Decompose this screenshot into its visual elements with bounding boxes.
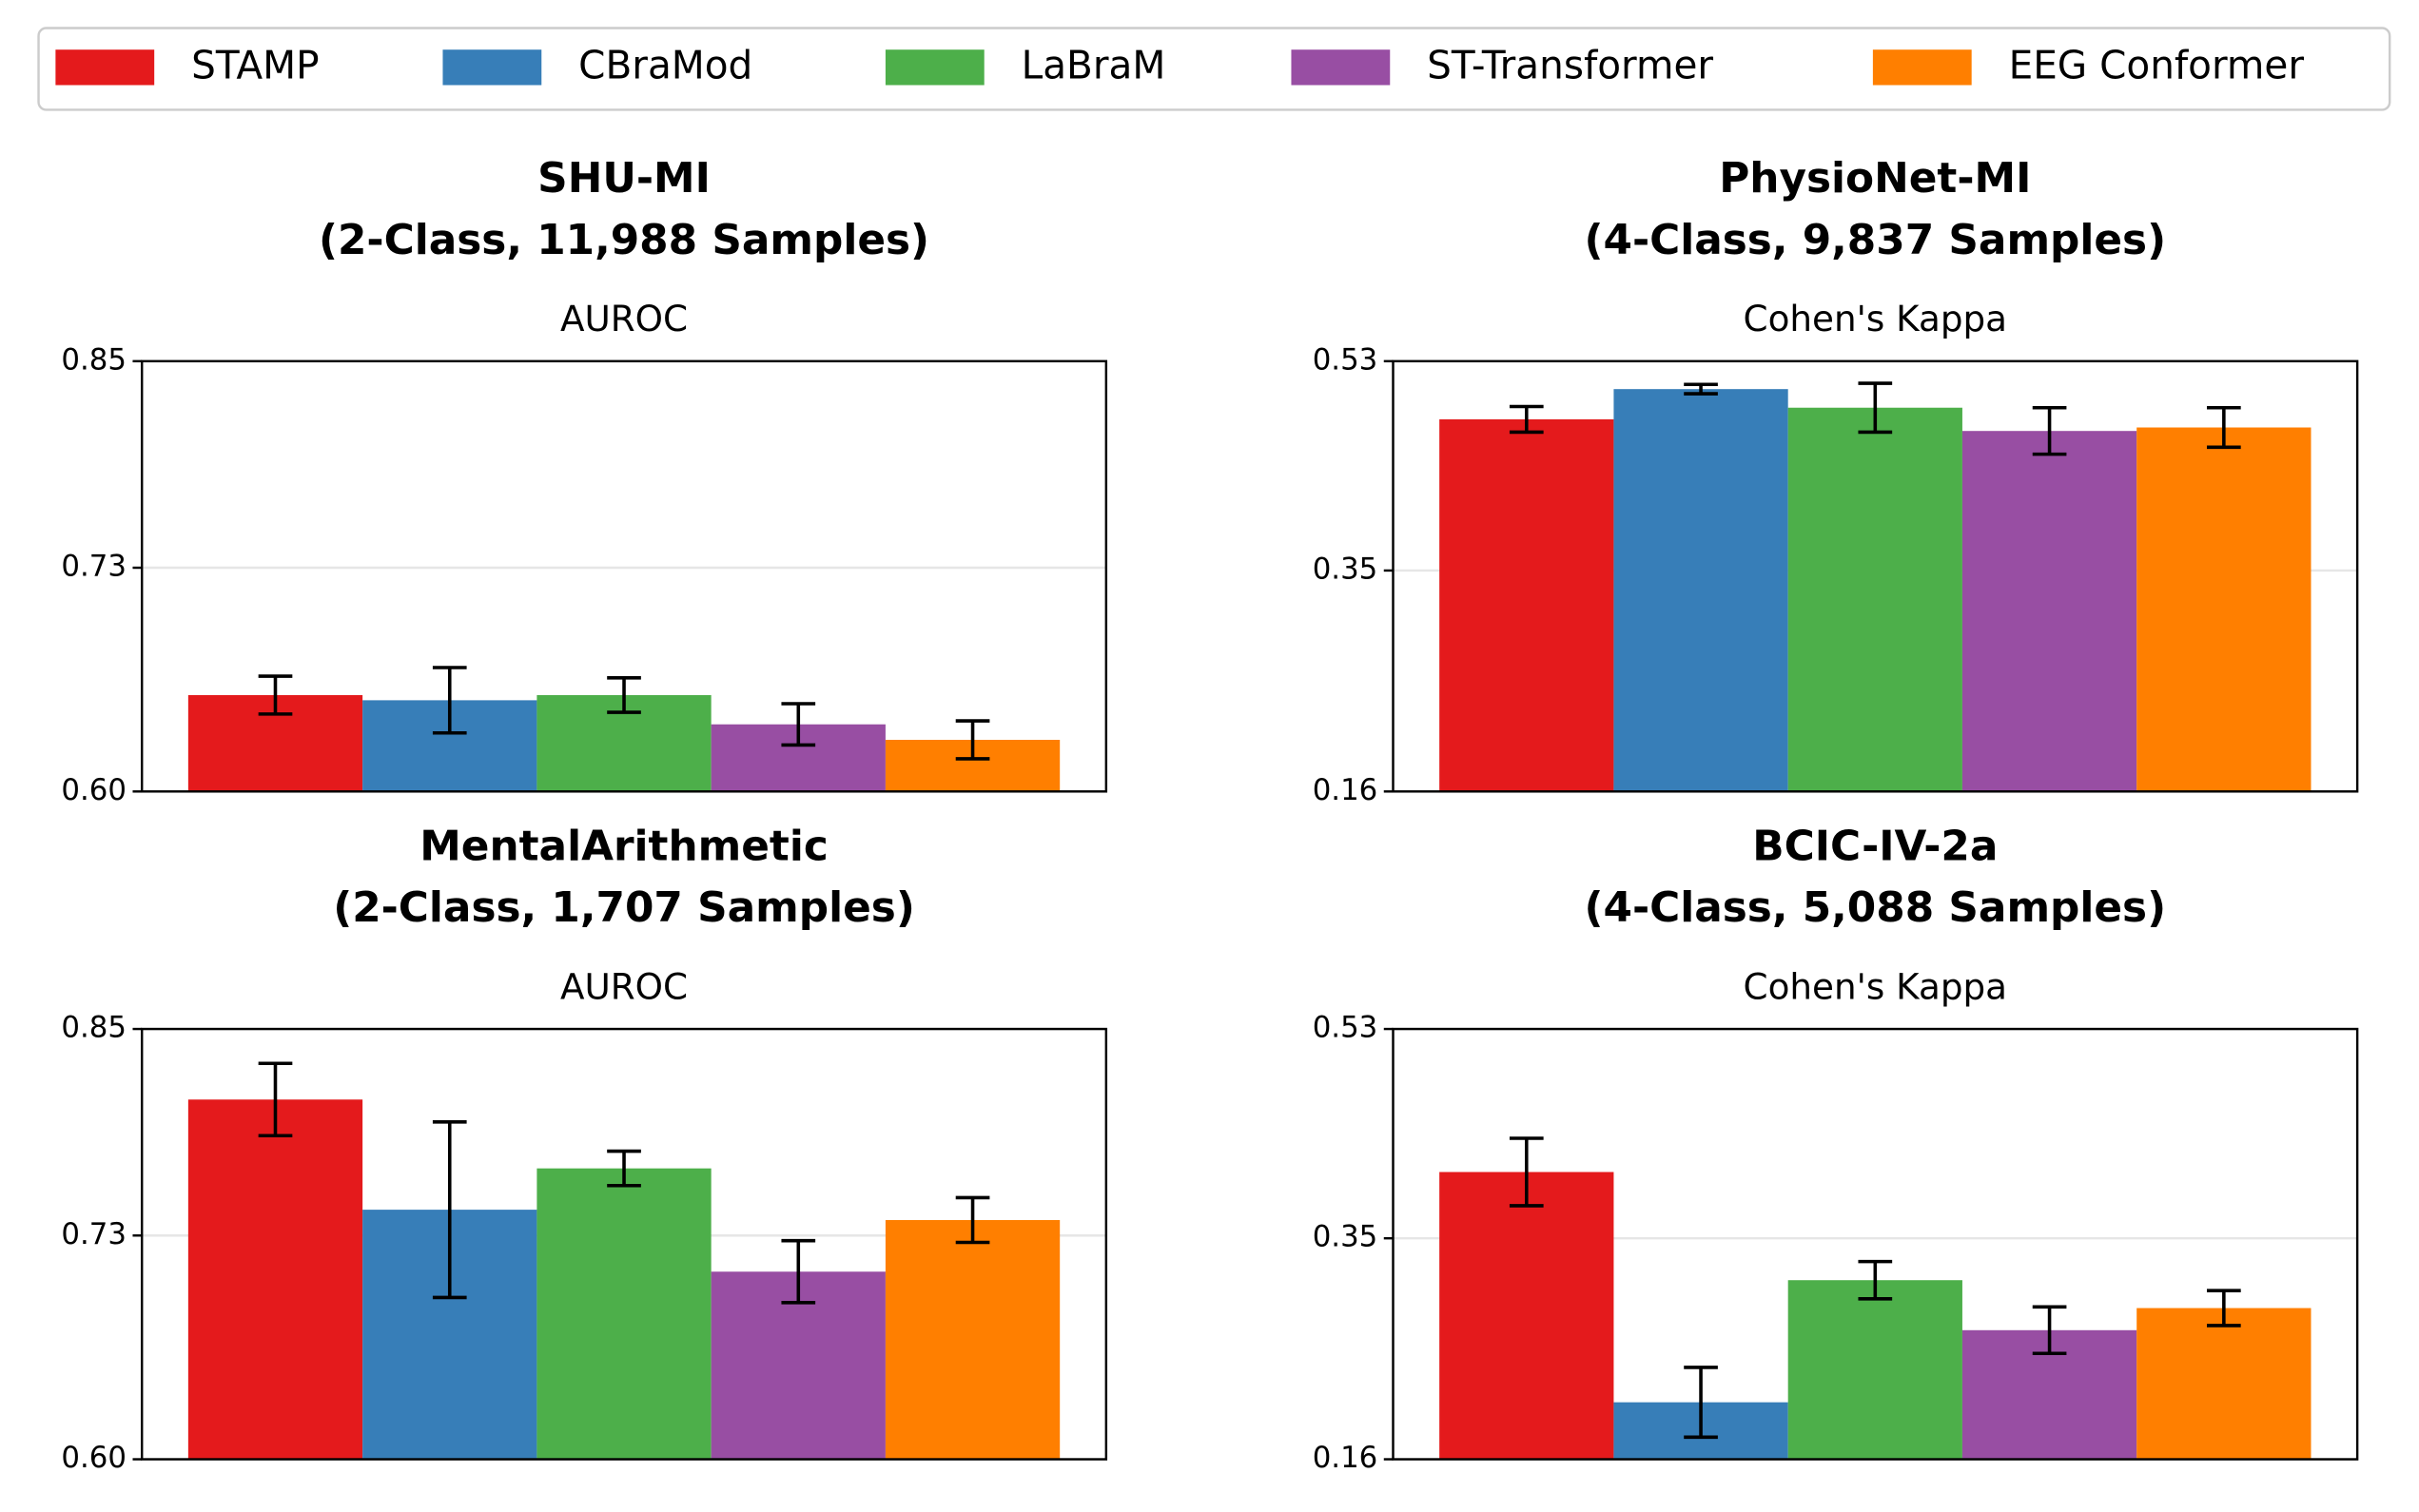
bar (1787, 407, 1962, 792)
y-tick-label: 0.60 (61, 773, 127, 807)
legend-swatch (1872, 49, 1972, 86)
legend-swatch (55, 49, 155, 86)
y-tick-label: 0.16 (1313, 1441, 1378, 1475)
chart-subtitle: (4-Class, 9,837 Samples) (1584, 216, 2166, 264)
y-tick-label: 0.35 (1313, 552, 1378, 586)
y-tick-label: 0.73 (61, 1217, 127, 1251)
legend-label: EEG Conformer (2009, 43, 2305, 88)
y-tick-label: 0.85 (61, 1011, 127, 1045)
legend-swatch (1291, 49, 1391, 86)
plot-frame (1392, 359, 2359, 793)
chart-title: MentalArithmetic (419, 822, 829, 870)
chart-title: SHU-MI (537, 154, 711, 203)
plot-frame (140, 1027, 1108, 1461)
legend-label: LaBraM (1022, 43, 1166, 88)
bar (187, 1099, 363, 1460)
metric-label: Cohen's Kappa (1744, 965, 2008, 1007)
y-tick-label: 0.60 (61, 1441, 127, 1475)
y-tick-label: 0.35 (1313, 1220, 1378, 1254)
bar (2136, 427, 2312, 792)
chart-subtitle: (2-Class, 1,707 Samples) (333, 883, 915, 932)
plot-frame (1392, 1027, 2359, 1461)
metric-label: AUROC (560, 965, 688, 1007)
legend-label: CBraMod (578, 43, 752, 88)
bar (2136, 1308, 2312, 1460)
legend-swatch (442, 49, 542, 86)
chart-subtitle: (4-Class, 5,088 Samples) (1584, 883, 2166, 932)
bar (1439, 418, 1614, 792)
legend-label: ST-Transformer (1427, 43, 1713, 88)
bar (536, 1168, 712, 1460)
y-tick-label: 0.53 (1313, 342, 1378, 377)
bar (885, 1219, 1061, 1460)
y-tick-label: 0.53 (1313, 1011, 1378, 1045)
bar (1439, 1172, 1614, 1460)
chart-title: BCIC-IV-2a (1752, 822, 1998, 870)
y-tick-label: 0.16 (1313, 773, 1378, 807)
y-tick-label: 0.85 (61, 342, 127, 377)
chart-subtitle: (2-Class, 11,988 Samples) (319, 216, 929, 264)
legend-swatch (885, 49, 985, 86)
metric-label: AUROC (560, 298, 688, 339)
chart-title: PhysioNet-MI (1719, 154, 2031, 203)
bar (1961, 431, 2137, 792)
legend-label: STAMP (191, 43, 319, 88)
y-tick-label: 0.73 (61, 550, 127, 584)
legend-box (37, 27, 2391, 111)
bar (1613, 389, 1788, 792)
plot-frame (140, 359, 1108, 793)
metric-label: Cohen's Kappa (1744, 298, 2008, 339)
bar (1787, 1280, 1962, 1460)
